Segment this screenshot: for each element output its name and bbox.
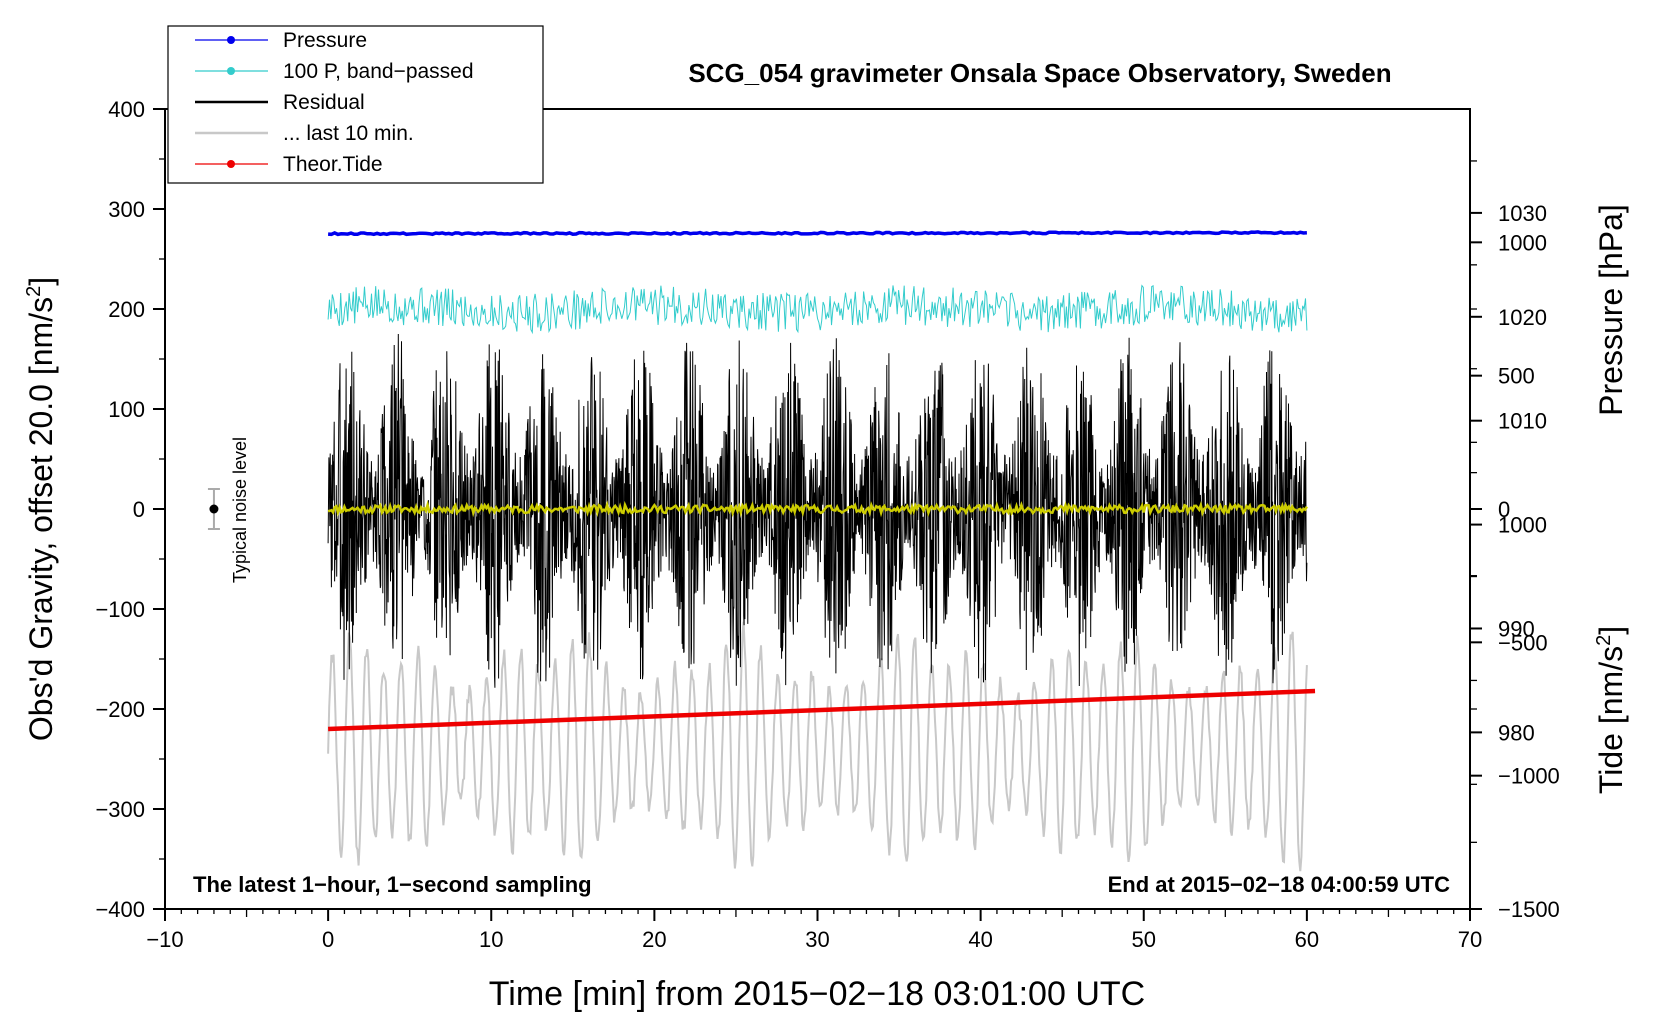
series-band-passed-pressure <box>327 284 1308 335</box>
pressure-axis-label: Pressure [hPa] <box>1593 204 1629 416</box>
legend-label: Residual <box>283 91 365 114</box>
tide-tick-label: 0 <box>1498 497 1510 522</box>
x-axis-label: Time [min] from 2015−02−18 03:01:00 UTC <box>489 975 1145 1013</box>
tide-axis-label: Tide [nm/s2] <box>1593 626 1629 794</box>
y-axis-pressure: 1030 1020 1010 1000 990 980 <box>1470 160 1547 785</box>
legend-marker <box>227 160 235 168</box>
tide-tick-label: −1000 <box>1498 764 1560 789</box>
tide-axis-label-text: Tide [nm/s <box>1593 646 1629 794</box>
x-tick-label: 40 <box>968 927 992 952</box>
x-tick-label: 20 <box>642 927 666 952</box>
legend-label: Theor.Tide <box>283 153 383 176</box>
y-tick-label: 200 <box>108 297 145 322</box>
y-tick-label: 100 <box>108 397 145 422</box>
y-axis-tide: 1000 500 0 −500 −1000 −1500 <box>1470 230 1560 922</box>
noise-level-point <box>209 504 219 514</box>
x-axis: −10 0 10 20 30 40 50 60 70 <box>146 909 1482 952</box>
legend: Pressure 100 P, band−passed Residual ... la… <box>167 25 544 184</box>
legend-label: 100 P, band−passed <box>283 60 474 83</box>
chart-title: SCG_054 gravimeter Onsala Space Observat… <box>688 58 1391 88</box>
legend-box <box>167 25 544 184</box>
y-axis-gravity: 400 300 200 100 0 −100 −200 −300 −400 <box>95 97 165 922</box>
y-axis-label-close: ] <box>23 277 59 286</box>
pressure-tick-label: 1020 <box>1498 305 1547 330</box>
x-tick-label: 50 <box>1132 927 1156 952</box>
annotation-end-time: End at 2015−02−18 04:00:59 UTC <box>1108 872 1451 897</box>
series-last-10-min <box>327 621 1308 872</box>
pressure-tick-label: 990 <box>1498 616 1535 641</box>
series-theor-tide <box>328 688 1316 732</box>
tide-axis-label-close: ] <box>1593 626 1629 635</box>
noise-level-indicator: Typical noise level <box>207 437 250 583</box>
pressure-tick-label: 1010 <box>1498 409 1547 434</box>
y-tick-label: −400 <box>95 897 145 922</box>
y-tick-label: −200 <box>95 697 145 722</box>
pressure-tick-label: 1030 <box>1498 201 1547 226</box>
pressure-tick-label: 980 <box>1498 720 1535 745</box>
y-tick-label: −100 <box>95 597 145 622</box>
series-smoothed-residual <box>327 500 1308 518</box>
y-tick-label: 0 <box>133 497 145 522</box>
legend-label: ... last 10 min. <box>283 122 414 145</box>
y-tick-label: 300 <box>108 197 145 222</box>
pressure-tick-label: 1000 <box>1498 513 1547 538</box>
data-layer <box>327 230 1316 872</box>
legend-label: Pressure <box>283 29 367 52</box>
x-tick-label: 0 <box>322 927 334 952</box>
y-axis-label: Obs'd Gravity, offset 20.0 [nm/s2] <box>23 277 59 741</box>
y-axis-label-sup: 2 <box>23 286 45 297</box>
y-axis-label-text: Obs'd Gravity, offset 20.0 [nm/s <box>23 297 59 741</box>
x-tick-label: 30 <box>805 927 829 952</box>
series-residual <box>327 333 1308 688</box>
tide-tick-label: 1000 <box>1498 230 1547 255</box>
tide-tick-label: −1500 <box>1498 897 1560 922</box>
x-tick-label: −10 <box>146 927 183 952</box>
legend-marker <box>227 36 235 44</box>
y-tick-label: 400 <box>108 97 145 122</box>
x-tick-label: 70 <box>1458 927 1482 952</box>
annotation-sampling: The latest 1−hour, 1−second sampling <box>193 872 592 897</box>
legend-marker <box>227 67 235 75</box>
tide-tick-label: 500 <box>1498 364 1535 389</box>
y-tick-label: −300 <box>95 797 145 822</box>
x-tick-label: 10 <box>479 927 503 952</box>
tide-tick-label: −500 <box>1498 630 1548 655</box>
tide-axis-label-sup: 2 <box>1593 635 1615 646</box>
noise-level-label: Typical noise level <box>230 437 250 583</box>
x-tick-label: 60 <box>1295 927 1319 952</box>
series-pressure <box>327 230 1308 237</box>
